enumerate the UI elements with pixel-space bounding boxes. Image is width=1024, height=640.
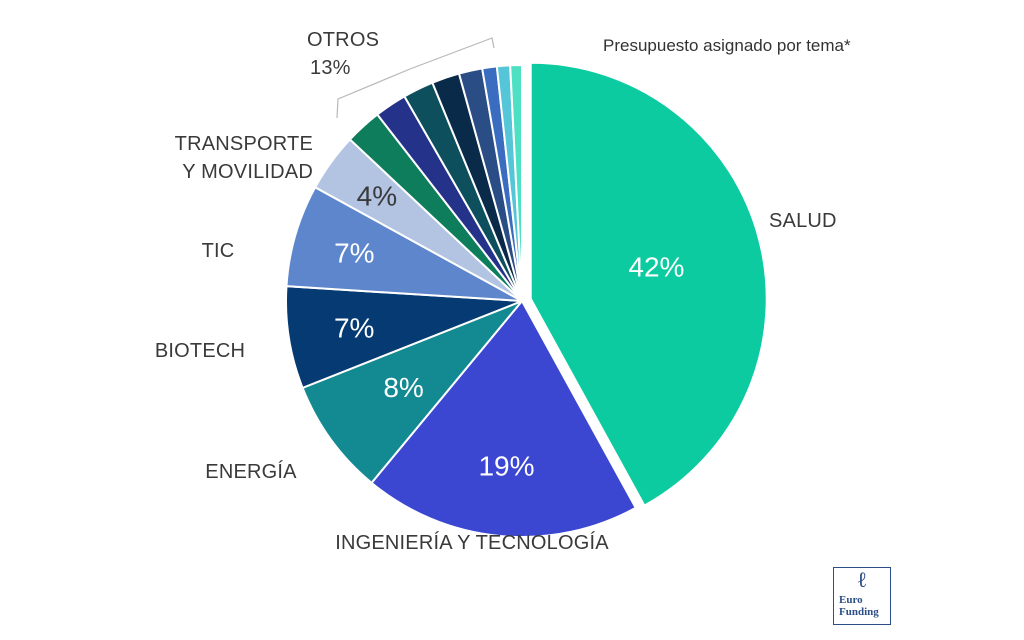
category-label-biotech: BIOTECH [155, 340, 245, 362]
pct-label-otros: 13% [310, 57, 351, 79]
eurofunding-logo: ℓ Euro Funding [833, 567, 891, 625]
category-label-transporte-y-movilidad: TRANSPORTE Y MOVILIDAD [175, 133, 313, 183]
category-label-tic: TIC [202, 240, 235, 262]
pct-label-tic: 7% [334, 237, 374, 268]
slice-energia [301, 300, 523, 485]
logo-text-line1: Euro [839, 594, 863, 606]
category-label-salud: SALUD [769, 210, 837, 232]
category-label-ingenieria-y-tecnologia: INGENIERÍA Y TECNOLOGÍA [335, 531, 609, 554]
slice-tic [285, 185, 523, 302]
slice-salud [529, 61, 768, 507]
pct-label-salud: 42% [628, 252, 684, 283]
otros-bracket [336, 37, 495, 119]
pie-category-labels: SALUD INGENIERÍA Y TECNOLOGÍA ENERGÍA BIOTE… [155, 29, 837, 554]
category-label-otros: OTROS [307, 29, 379, 51]
pie-percent-labels: 42% 19% 8% 7% 7% 4% [334, 181, 684, 482]
pct-label-transporte-y-movilidad: 4% [357, 181, 397, 212]
logo-text-line2: Funding [839, 606, 879, 618]
pie-slices [285, 61, 768, 538]
category-label-energia: ENERGÍA [205, 460, 297, 483]
slice-biotech [285, 285, 523, 390]
slice-ingenieria-y-tecnologia [370, 299, 638, 538]
pct-label-biotech: 7% [334, 313, 374, 344]
chart-title: Presupuesto asignado por tema* [603, 36, 851, 55]
pct-label-ingenieria-y-tecnologia: 19% [478, 451, 534, 482]
slice-otros-8 [509, 63, 523, 302]
pct-label-energia: 8% [383, 372, 423, 403]
logo-mark-icon: ℓ [857, 567, 867, 592]
